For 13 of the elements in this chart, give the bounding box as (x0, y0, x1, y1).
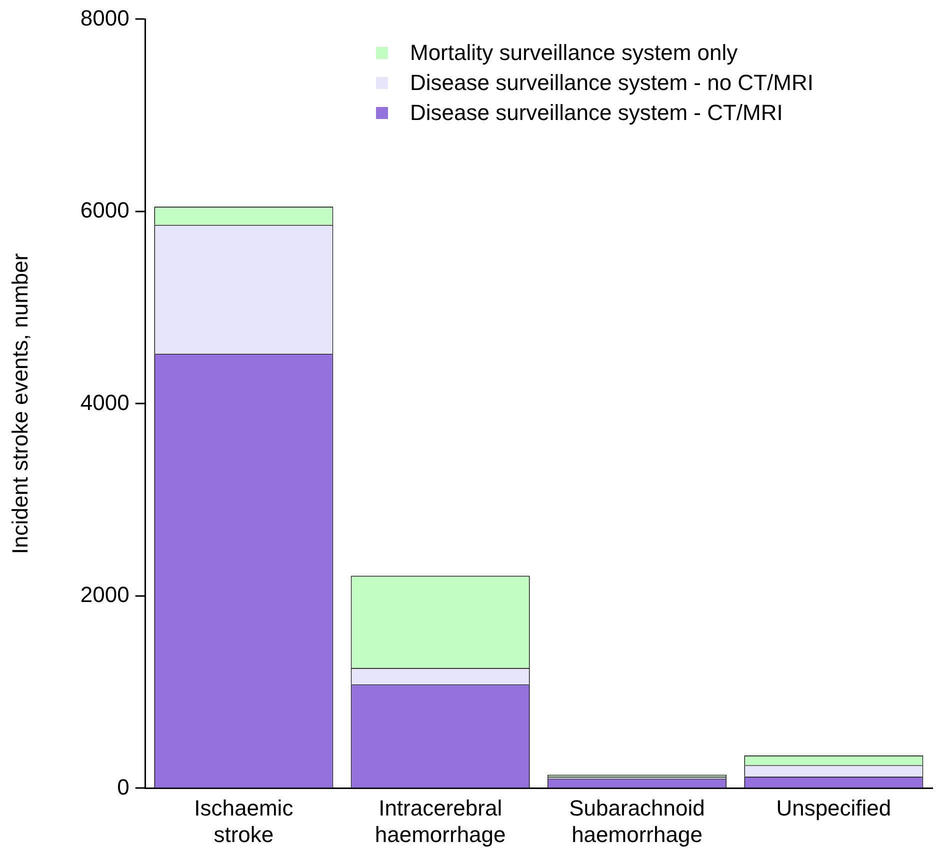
y-axis-title: Incident stroke events, number (7, 253, 32, 554)
legend-label: Mortality surveillance system only (410, 40, 738, 66)
legend-label: Disease surveillance system - no CT/MRI (410, 70, 814, 96)
legend-label: Disease surveillance system - CT/MRI (410, 100, 783, 126)
x-tick-label: Ischaemic stroke (194, 795, 294, 847)
y-tick-label: 4000 (80, 390, 130, 415)
y-tick-label: 8000 (80, 5, 130, 30)
x-tick-label: Subarachnoid haemorrhage (569, 795, 705, 847)
y-tick-label: 6000 (80, 198, 130, 223)
x-tick-label: Intracerebral haemorrhage (374, 795, 506, 847)
y-tick-label: 0 (117, 774, 130, 800)
y-tick-label: 2000 (80, 582, 130, 608)
x-tick-label: Unspecified (776, 795, 892, 820)
